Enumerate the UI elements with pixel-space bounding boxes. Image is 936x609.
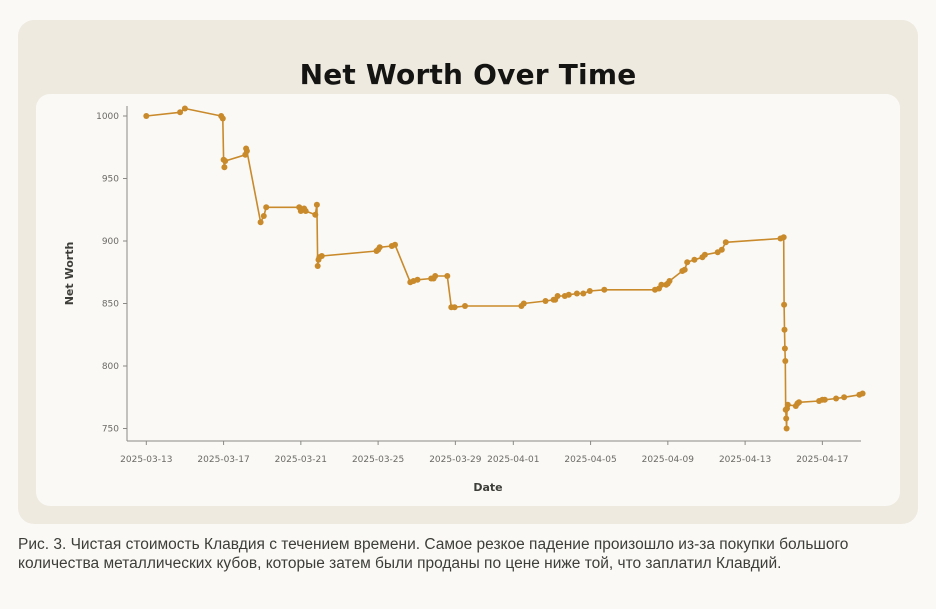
x-tick-label: 2025-04-01: [487, 455, 539, 465]
x-tick-label: 2025-03-25: [352, 455, 404, 465]
y-tick-label: 950: [102, 175, 119, 185]
x-tick-label: 2025-03-29: [429, 455, 482, 465]
data-point: [781, 345, 788, 352]
y-tick-label: 800: [102, 362, 119, 372]
data-point: [554, 293, 561, 299]
data-point: [841, 394, 848, 401]
data-point: [444, 273, 451, 279]
data-point: [260, 213, 267, 219]
chart-card: Net Worth Over Time 750 800 850 900 950 1000 2…: [18, 20, 918, 524]
data-point: [376, 244, 383, 251]
data-point: [859, 390, 866, 397]
data-point: [181, 105, 188, 112]
data-point: [243, 148, 250, 154]
data-point: [573, 290, 580, 297]
data-point: [658, 281, 665, 288]
data-point: [219, 115, 226, 122]
data-point: [701, 251, 708, 258]
data-point: [312, 211, 319, 218]
data-point: [451, 304, 458, 311]
data-point: [684, 259, 691, 266]
x-tick-label: 2025-04-05: [564, 455, 616, 465]
data-point: [542, 298, 549, 304]
data-point: [781, 326, 788, 333]
data-point: [257, 219, 264, 226]
x-tick-label: 2025-03-21: [275, 455, 327, 465]
y-tick-label: 850: [102, 300, 119, 310]
data-point: [302, 208, 309, 214]
y-tick-label: 750: [102, 425, 119, 435]
plot-panel: 750 800 850 900 950 1000 2025-03-13 2025-03-17 2…: [36, 94, 900, 506]
figure-caption: Рис. 3. Чистая стоимость Клавдия с течен…: [18, 536, 849, 572]
data-point: [313, 201, 320, 208]
data-point: [781, 301, 788, 308]
x-tick-label: 2025-04-17: [796, 455, 848, 465]
data-point: [565, 291, 572, 298]
x-tick-label: 2025-03-13: [120, 455, 172, 465]
data-point: [796, 399, 802, 406]
data-point: [784, 401, 791, 408]
data-point: [691, 256, 698, 263]
y-axis-label: Net Worth: [63, 242, 76, 306]
data-point: [780, 234, 787, 241]
x-tick-label: 2025-04-09: [642, 455, 695, 465]
data-point: [414, 276, 421, 283]
data-point: [601, 286, 608, 293]
data-point: [143, 113, 150, 119]
data-point: [586, 288, 593, 294]
data-point: [833, 395, 840, 402]
data-point: [314, 263, 321, 269]
data-point: [263, 204, 270, 211]
data-point: [681, 266, 688, 273]
x-tick-label: 2025-04-13: [719, 455, 771, 465]
data-point: [520, 300, 527, 307]
data-point: [718, 246, 725, 253]
data-point: [318, 253, 325, 259]
data-point: [177, 109, 184, 116]
data-point: [580, 290, 587, 297]
data-point: [462, 303, 468, 309]
y-tick-label: 1000: [96, 112, 119, 122]
data-point: [432, 273, 439, 279]
chart-title: Net Worth Over Time: [299, 58, 637, 91]
data-point: [221, 164, 228, 171]
x-tick-label: 2025-03-17: [197, 455, 249, 465]
x-axis-label: Date: [473, 481, 502, 494]
line-chart: 750 800 850 900 950 1000 2025-03-13 2025-03-17 2…: [63, 105, 866, 494]
data-point: [222, 158, 229, 164]
data-point: [783, 425, 790, 432]
data-point: [821, 396, 828, 403]
series-line: [146, 107, 863, 430]
data-point: [783, 415, 790, 422]
data-point: [722, 239, 729, 246]
data-point: [782, 358, 789, 364]
data-point: [666, 278, 673, 284]
data-point: [392, 241, 398, 248]
y-tick-label: 900: [102, 237, 119, 247]
